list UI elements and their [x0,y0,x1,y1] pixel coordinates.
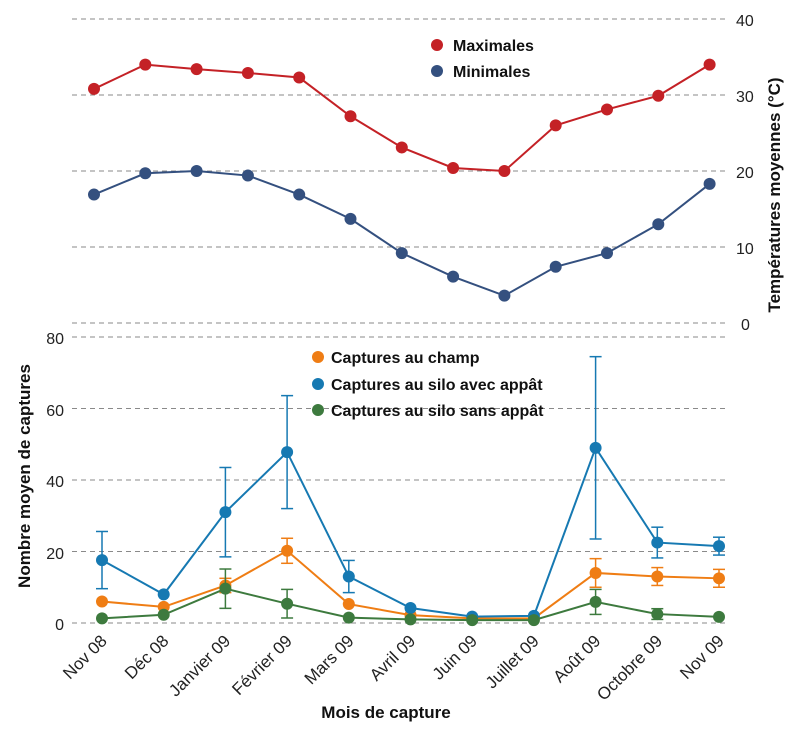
captures-point-silo_appat [589,441,602,454]
captures-line-silo_appat [101,445,720,618]
temperature-point-min [498,289,511,302]
temperature-point-min [241,169,254,182]
temperature-point-min [601,247,613,260]
captures-point-champ [281,544,294,557]
legend-marker-silo-appat [312,378,324,390]
captures-axis-title: Nombre moyen de captures [15,364,34,588]
series-layer [88,58,725,627]
temperature-point-max [703,58,716,71]
legend-marker-champ [312,351,324,363]
x-tick-label: Octobre 09 [593,631,666,704]
captures-point-silo_sans [219,582,232,595]
captures-ytick: 80 [46,331,64,348]
captures-y-ticks: 80 60 40 20 0 [46,331,64,634]
x-tick-label: Mars 09 [301,631,358,688]
x-tick-label: Déc 08 [121,631,173,683]
temperature-point-min [703,177,716,190]
captures-legend: Captures au champ Captures au silo avec … [312,350,544,420]
legend-label-max: Maximales [453,38,534,55]
captures-point-silo_appat [342,570,355,583]
temperature-point-max [652,89,665,102]
temperature-point-min [447,270,460,283]
legend-label-champ: Captures au champ [331,350,480,367]
temperature-point-min [88,188,100,201]
captures-ytick: 60 [46,403,64,420]
temperature-line-max [93,63,711,173]
legend-label-silo-sans: Captures au silo sans appât [331,403,544,420]
captures-point-silo_sans [713,610,725,623]
temp-ytick: 30 [736,89,754,106]
captures-point-champ [651,570,664,583]
captures-point-silo_sans [527,614,540,627]
temperature-point-max [498,165,511,177]
x-tick-label: Nov 09 [676,631,728,683]
captures-point-silo_appat [157,588,170,601]
temp-ytick: 0 [741,317,750,334]
temperature-y-ticks: 40 30 20 10 0 [736,13,754,334]
temperature-point-max [549,119,562,132]
temperature-point-max [241,66,254,79]
temperature-point-min [395,247,408,260]
captures-point-silo_appat [219,506,232,519]
x-tick-label: Janvier 09 [165,631,234,700]
captures-point-silo_appat [651,536,664,549]
captures-point-champ [713,572,725,585]
temp-ytick: 10 [736,241,754,258]
gridlines [72,18,728,624]
temperature-point-min [293,188,306,201]
captures-point-champ [342,598,355,611]
temperature-point-min [139,167,152,180]
legend-label-min: Minimales [453,64,530,81]
temperature-point-min [549,260,562,273]
captures-point-silo_appat [96,554,108,567]
captures-point-silo_sans [589,595,602,608]
temp-ytick: 40 [736,13,754,30]
legend-marker-min [431,65,443,77]
captures-ytick: 0 [55,617,64,634]
temperature-point-max [601,103,613,116]
temperature-legend: Maximales Minimales [431,38,534,81]
temperature-point-max [293,71,306,84]
temperature-point-max [344,110,357,123]
captures-ytick: 20 [46,546,64,563]
temperature-axis-title: Températures moyennes (°C) [765,77,784,312]
captures-point-silo_sans [466,614,479,627]
captures-point-silo_sans [404,613,417,626]
temp-ytick: 20 [736,165,754,182]
x-tick-label: Nov 08 [59,631,111,683]
temperature-point-min [190,165,203,177]
x-tick-label: Août 09 [550,631,605,686]
x-tick-label: Février 09 [228,631,296,699]
captures-point-silo_appat [281,446,294,459]
legend-marker-max [431,39,443,51]
temperature-point-max [395,141,408,154]
captures-point-champ [96,595,108,608]
temperature-point-max [447,161,460,174]
temperature-point-min [344,212,357,225]
temperature-point-max [190,63,203,76]
captures-point-silo_sans [281,597,294,610]
captures-point-silo_sans [157,608,170,621]
temperature-point-max [139,58,152,71]
captures-point-silo_appat [404,601,417,614]
x-tick-label: Juin 09 [429,631,481,683]
captures-point-champ [589,566,602,579]
temperature-line-min [93,169,711,297]
x-axis-title: Mois de capture [321,703,450,722]
captures-point-silo_sans [651,608,664,621]
captures-ytick: 40 [46,474,64,491]
captures-point-silo_appat [713,540,725,553]
legend-marker-silo-sans [312,404,324,416]
x-tick-label: Avril 09 [366,631,419,684]
temperature-point-min [652,218,665,231]
captures-point-silo_sans [342,611,355,624]
temperature-point-max [88,82,100,95]
captures-point-silo_sans [96,612,108,625]
x-tick-label: Juillet 09 [482,631,543,692]
legend-label-silo-appat: Captures au silo avec appât [331,377,543,394]
